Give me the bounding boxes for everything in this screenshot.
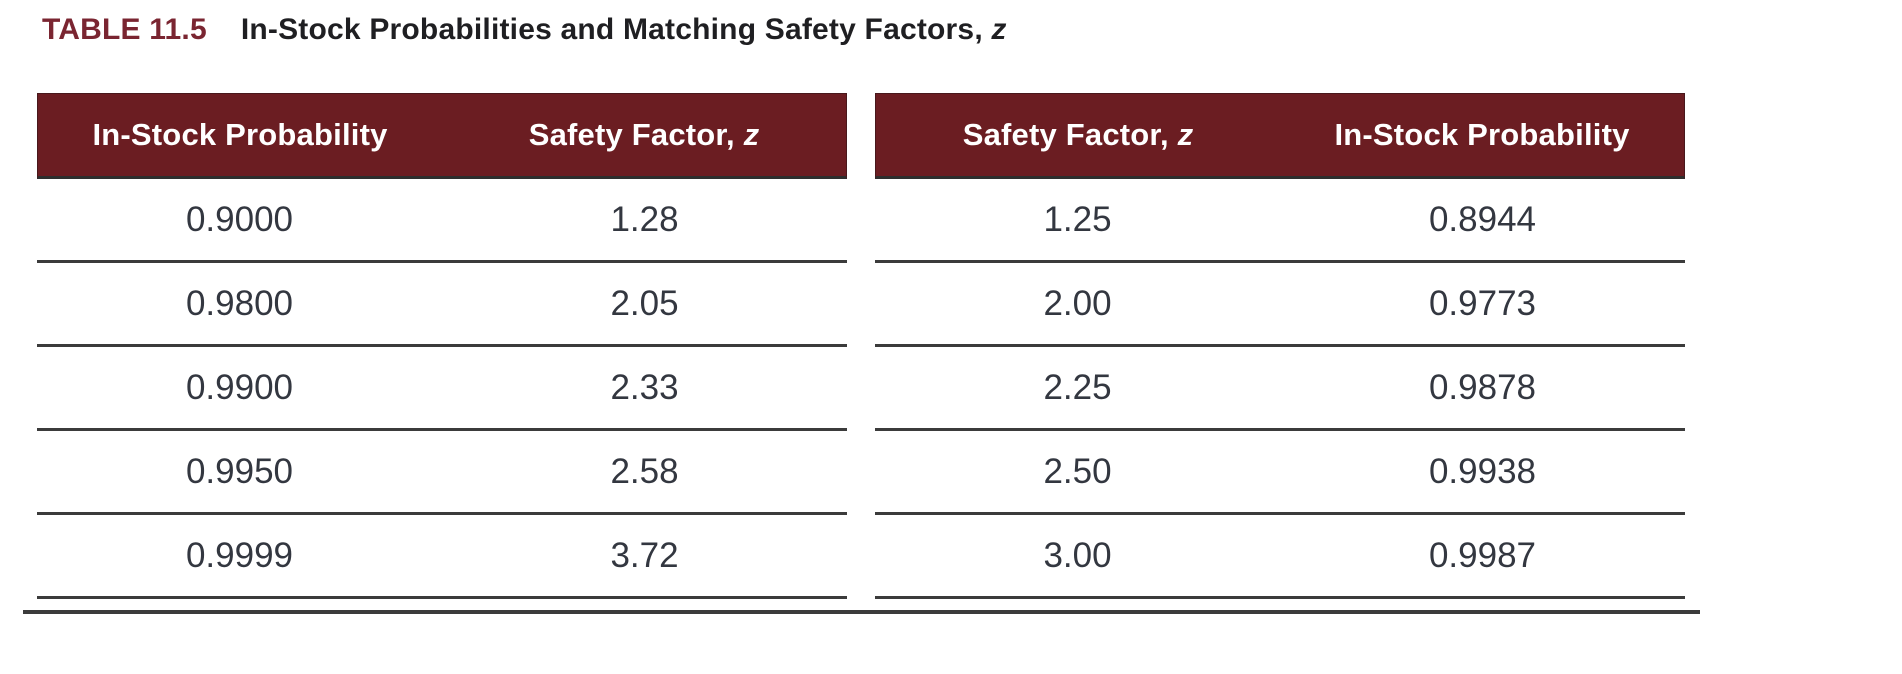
header-label: In-Stock Probability (1334, 117, 1630, 152)
table-row: 2.50 0.9938 (875, 431, 1685, 515)
table-cell: 1.28 (610, 199, 679, 239)
table-cell: 0.9878 (1428, 367, 1537, 407)
table-cell: 0.9938 (1428, 451, 1537, 491)
table-cell: 0.8944 (1428, 199, 1537, 239)
table-cell: 1.25 (1043, 199, 1112, 239)
table-row: 0.9000 1.28 (37, 179, 847, 263)
table-cell: 2.00 (1043, 283, 1112, 323)
left-table-header-row: In-Stock Probability Safety Factor, z (37, 93, 847, 179)
table-row: 0.9950 2.58 (37, 431, 847, 515)
table-cell: 2.58 (610, 451, 679, 491)
header-label: In-Stock Probability (92, 117, 388, 152)
table-cell: 0.9987 (1428, 535, 1537, 575)
table-cell: 0.9800 (185, 283, 294, 323)
table-cell: 2.05 (610, 283, 679, 323)
header-cell-in-stock-probability: In-Stock Probability (1280, 117, 1684, 153)
header-label-italic: z (743, 117, 760, 152)
table-cell: 0.9900 (185, 367, 294, 407)
table-row: 3.00 0.9987 (875, 515, 1685, 599)
table-row: 1.25 0.8944 (875, 179, 1685, 263)
header-cell-in-stock-probability: In-Stock Probability (38, 117, 442, 153)
table-row: 2.25 0.9878 (875, 347, 1685, 431)
bottom-rule (23, 610, 1700, 614)
header-label: Safety Factor, (962, 117, 1178, 152)
header-cell-safety-factor: Safety Factor, z (876, 117, 1280, 153)
table-cell: 0.9999 (185, 535, 294, 575)
header-label: Safety Factor, (528, 117, 744, 152)
table-row: 0.9800 2.05 (37, 263, 847, 347)
table-cell: 2.25 (1043, 367, 1112, 407)
right-table: Safety Factor, z In-Stock Probability 1.… (875, 93, 1685, 599)
table-title-text: In-Stock Probabilities and Matching Safe… (240, 13, 992, 46)
table-row: 2.00 0.9773 (875, 263, 1685, 347)
page-title: TABLE 11.5 In-Stock Probabilities and Mat… (42, 13, 1007, 47)
tables-container: In-Stock Probability Safety Factor, z 0.… (37, 93, 1685, 599)
table-number-label: TABLE 11.5 (42, 13, 207, 46)
table-title-italic-z: z (991, 13, 1007, 46)
right-table-header-row: Safety Factor, z In-Stock Probability (875, 93, 1685, 179)
table-cell: 2.50 (1043, 451, 1112, 491)
header-cell-safety-factor: Safety Factor, z (442, 117, 846, 153)
left-table: In-Stock Probability Safety Factor, z 0.… (37, 93, 847, 599)
table-row: 0.9900 2.33 (37, 347, 847, 431)
table-cell: 0.9950 (185, 451, 294, 491)
table-cell: 3.72 (610, 535, 679, 575)
header-label-italic: z (1177, 117, 1194, 152)
table-row: 0.9999 3.72 (37, 515, 847, 599)
table-cell: 0.9000 (185, 199, 294, 239)
table-cell: 0.9773 (1428, 283, 1537, 323)
table-cell: 2.33 (610, 367, 679, 407)
table-cell: 3.00 (1043, 535, 1112, 575)
